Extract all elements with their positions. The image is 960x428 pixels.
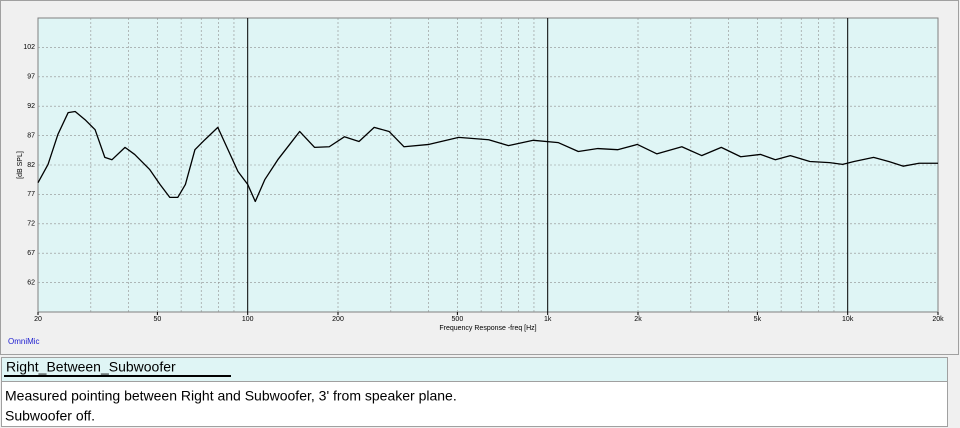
response-curve	[37, 110, 938, 203]
y-tick-label: 67	[27, 250, 35, 257]
x-axis-label: Frequency Response -freq [Hz]	[439, 325, 536, 332]
measurement-name: Right_Between_Subwoofer	[6, 359, 176, 375]
y-axis-label: [dB SPL]	[17, 151, 24, 179]
y-tick-label: 72	[27, 221, 35, 228]
x-tick-label: 20	[34, 316, 42, 323]
x-tick-label: 10k	[842, 316, 854, 323]
y-tick-label: 92	[27, 103, 35, 110]
name-box	[1, 357, 948, 382]
watermark: OmniMic	[8, 337, 40, 346]
y-tick-label: 82	[27, 162, 35, 169]
description-line: Subwoofer off.	[5, 408, 95, 424]
grid	[38, 18, 938, 312]
y-tick-label: 77	[27, 191, 35, 198]
y-tick-label: 87	[27, 132, 35, 139]
plot	[37, 110, 938, 203]
y-tick-label: 97	[27, 74, 35, 81]
x-tick-label: 1k	[544, 316, 552, 323]
x-tick-label: 200	[332, 316, 344, 323]
x-tick-label: 20k	[932, 316, 944, 323]
x-tick-label: 5k	[754, 316, 762, 323]
chart-frame	[0, 0, 959, 355]
x-tick-label: 500	[452, 316, 464, 323]
x-tick-label: 100	[242, 316, 254, 323]
y-tick-label: 102	[23, 44, 35, 51]
x-tick-label: 50	[153, 316, 161, 323]
y-tick-label: 62	[27, 279, 35, 286]
description-line: Measured pointing between Right and Subw…	[5, 388, 457, 404]
x-tick-label: 2k	[634, 316, 642, 323]
